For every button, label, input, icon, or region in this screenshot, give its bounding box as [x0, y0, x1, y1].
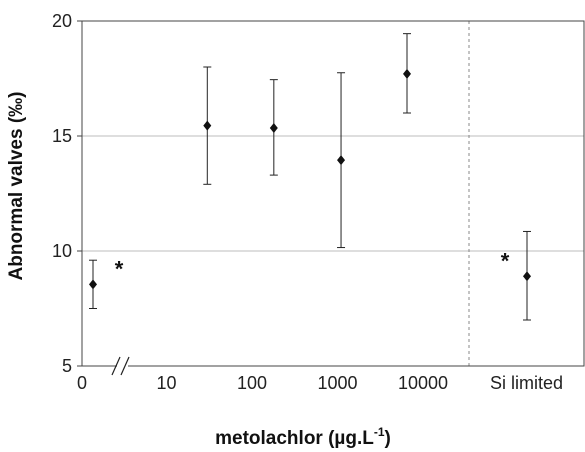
x-tick-label: 10000 [398, 373, 448, 393]
x-axis-label: metolachlor (µg.L-1) [215, 425, 391, 449]
axis-break-mark-1 [111, 356, 121, 376]
y-tick-label: 20 [52, 11, 72, 31]
data-marks: * * [89, 33, 531, 321]
significance-star: * [115, 256, 124, 281]
data-point [89, 279, 97, 290]
axis-break-mark-2 [120, 356, 130, 376]
data-point [523, 271, 531, 282]
x-tick-label: 10 [156, 373, 176, 393]
data-point [403, 68, 412, 79]
data-point [203, 120, 212, 131]
y-tick-label: 5 [62, 356, 72, 376]
grid-lines [82, 135, 584, 252]
x-tick-label: 100 [237, 373, 267, 393]
x-axis-label-main: metolachlor (µg.L [215, 428, 374, 449]
x-tick-label-si-limited: Si limited [490, 373, 563, 393]
plot-frame [81, 20, 585, 367]
y-axis-label: Abnormal valves (‰) [6, 92, 27, 281]
x-tick-label: 1000 [317, 373, 357, 393]
axes [77, 20, 585, 376]
x-tick-label: 0 [77, 373, 87, 393]
data-point [269, 122, 278, 133]
data-point [337, 155, 346, 166]
x-axis-label-sup: -1 [374, 425, 385, 439]
significance-star: * [501, 248, 510, 273]
x-tick-labels: 0 10 100 1000 10000 Si limited [77, 373, 563, 393]
y-tick-label: 10 [52, 241, 72, 261]
y-tick-labels: 5 10 15 20 [52, 11, 72, 376]
y-tick-label: 15 [52, 126, 72, 146]
x-axis-label-close: ) [385, 428, 391, 449]
